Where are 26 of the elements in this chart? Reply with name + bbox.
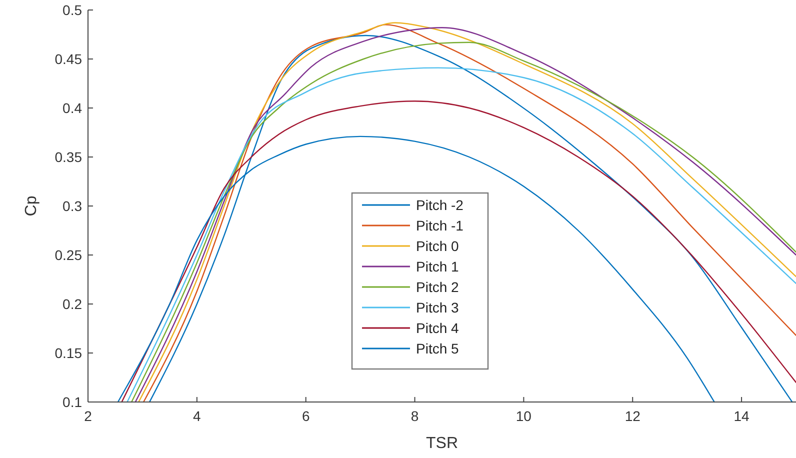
legend-label: Pitch 0 <box>416 238 460 254</box>
legend-label: Pitch 3 <box>416 300 460 316</box>
legend-label: Pitch 2 <box>416 279 460 295</box>
y-tick-label: 0.45 <box>54 51 82 67</box>
y-tick-label: 0.15 <box>54 345 82 361</box>
y-tick-label: 0.35 <box>54 149 82 165</box>
x-tick-label: 2 <box>84 408 92 424</box>
x-tick-label: 10 <box>516 408 532 424</box>
legend-label: Pitch -1 <box>416 218 464 234</box>
y-tick-label: 0.25 <box>54 247 82 263</box>
y-axis-title: Cp <box>23 196 40 216</box>
legend-label: Pitch 5 <box>416 340 460 356</box>
legend-label: Pitch 4 <box>416 320 460 336</box>
legend-label: Pitch -2 <box>416 197 464 213</box>
legend-label: Pitch 1 <box>416 258 460 274</box>
x-tick-label: 4 <box>193 408 202 424</box>
y-tick-label: 0.1 <box>62 394 82 410</box>
y-tick-label: 0.2 <box>62 296 82 312</box>
y-tick-label: 0.4 <box>62 100 82 116</box>
x-tick-label: 14 <box>734 408 750 424</box>
y-tick-label: 0.5 <box>62 2 82 18</box>
x-tick-label: 6 <box>302 408 310 424</box>
x-axis-title: TSR <box>426 435 458 452</box>
y-tick-label: 0.3 <box>62 198 82 214</box>
x-tick-label: 12 <box>624 408 641 424</box>
x-tick-label: 8 <box>410 408 419 424</box>
